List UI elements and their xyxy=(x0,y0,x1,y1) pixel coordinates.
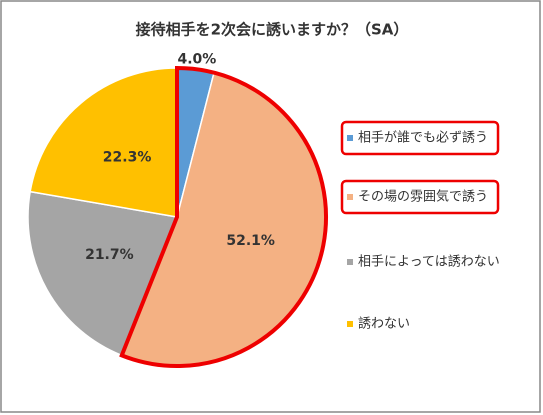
highlight-outline xyxy=(119,65,328,368)
chart-title: 接待相手を2次会に誘いますか？（SA） xyxy=(136,21,409,39)
pie-slice xyxy=(27,190,179,357)
legend-swatch xyxy=(347,194,353,200)
legend-label: 相手によっては誘わない xyxy=(358,255,500,270)
data-label: 21.7% xyxy=(85,247,134,263)
legend-swatch xyxy=(347,135,353,141)
legend-swatch xyxy=(347,259,353,265)
pie-slice xyxy=(29,67,178,218)
legend-label: 誘わない xyxy=(358,317,410,332)
data-label: 52.1% xyxy=(226,233,275,249)
legend-swatch xyxy=(347,321,353,327)
legend-highlight xyxy=(340,179,500,215)
legend-label: その場の雰囲気で誘う xyxy=(358,189,488,205)
legend-highlight xyxy=(340,120,500,156)
legend-label: 相手が誰でも必ず誘う xyxy=(358,130,488,146)
data-label: 22.3% xyxy=(103,150,152,166)
data-label: 4.0% xyxy=(177,51,216,67)
